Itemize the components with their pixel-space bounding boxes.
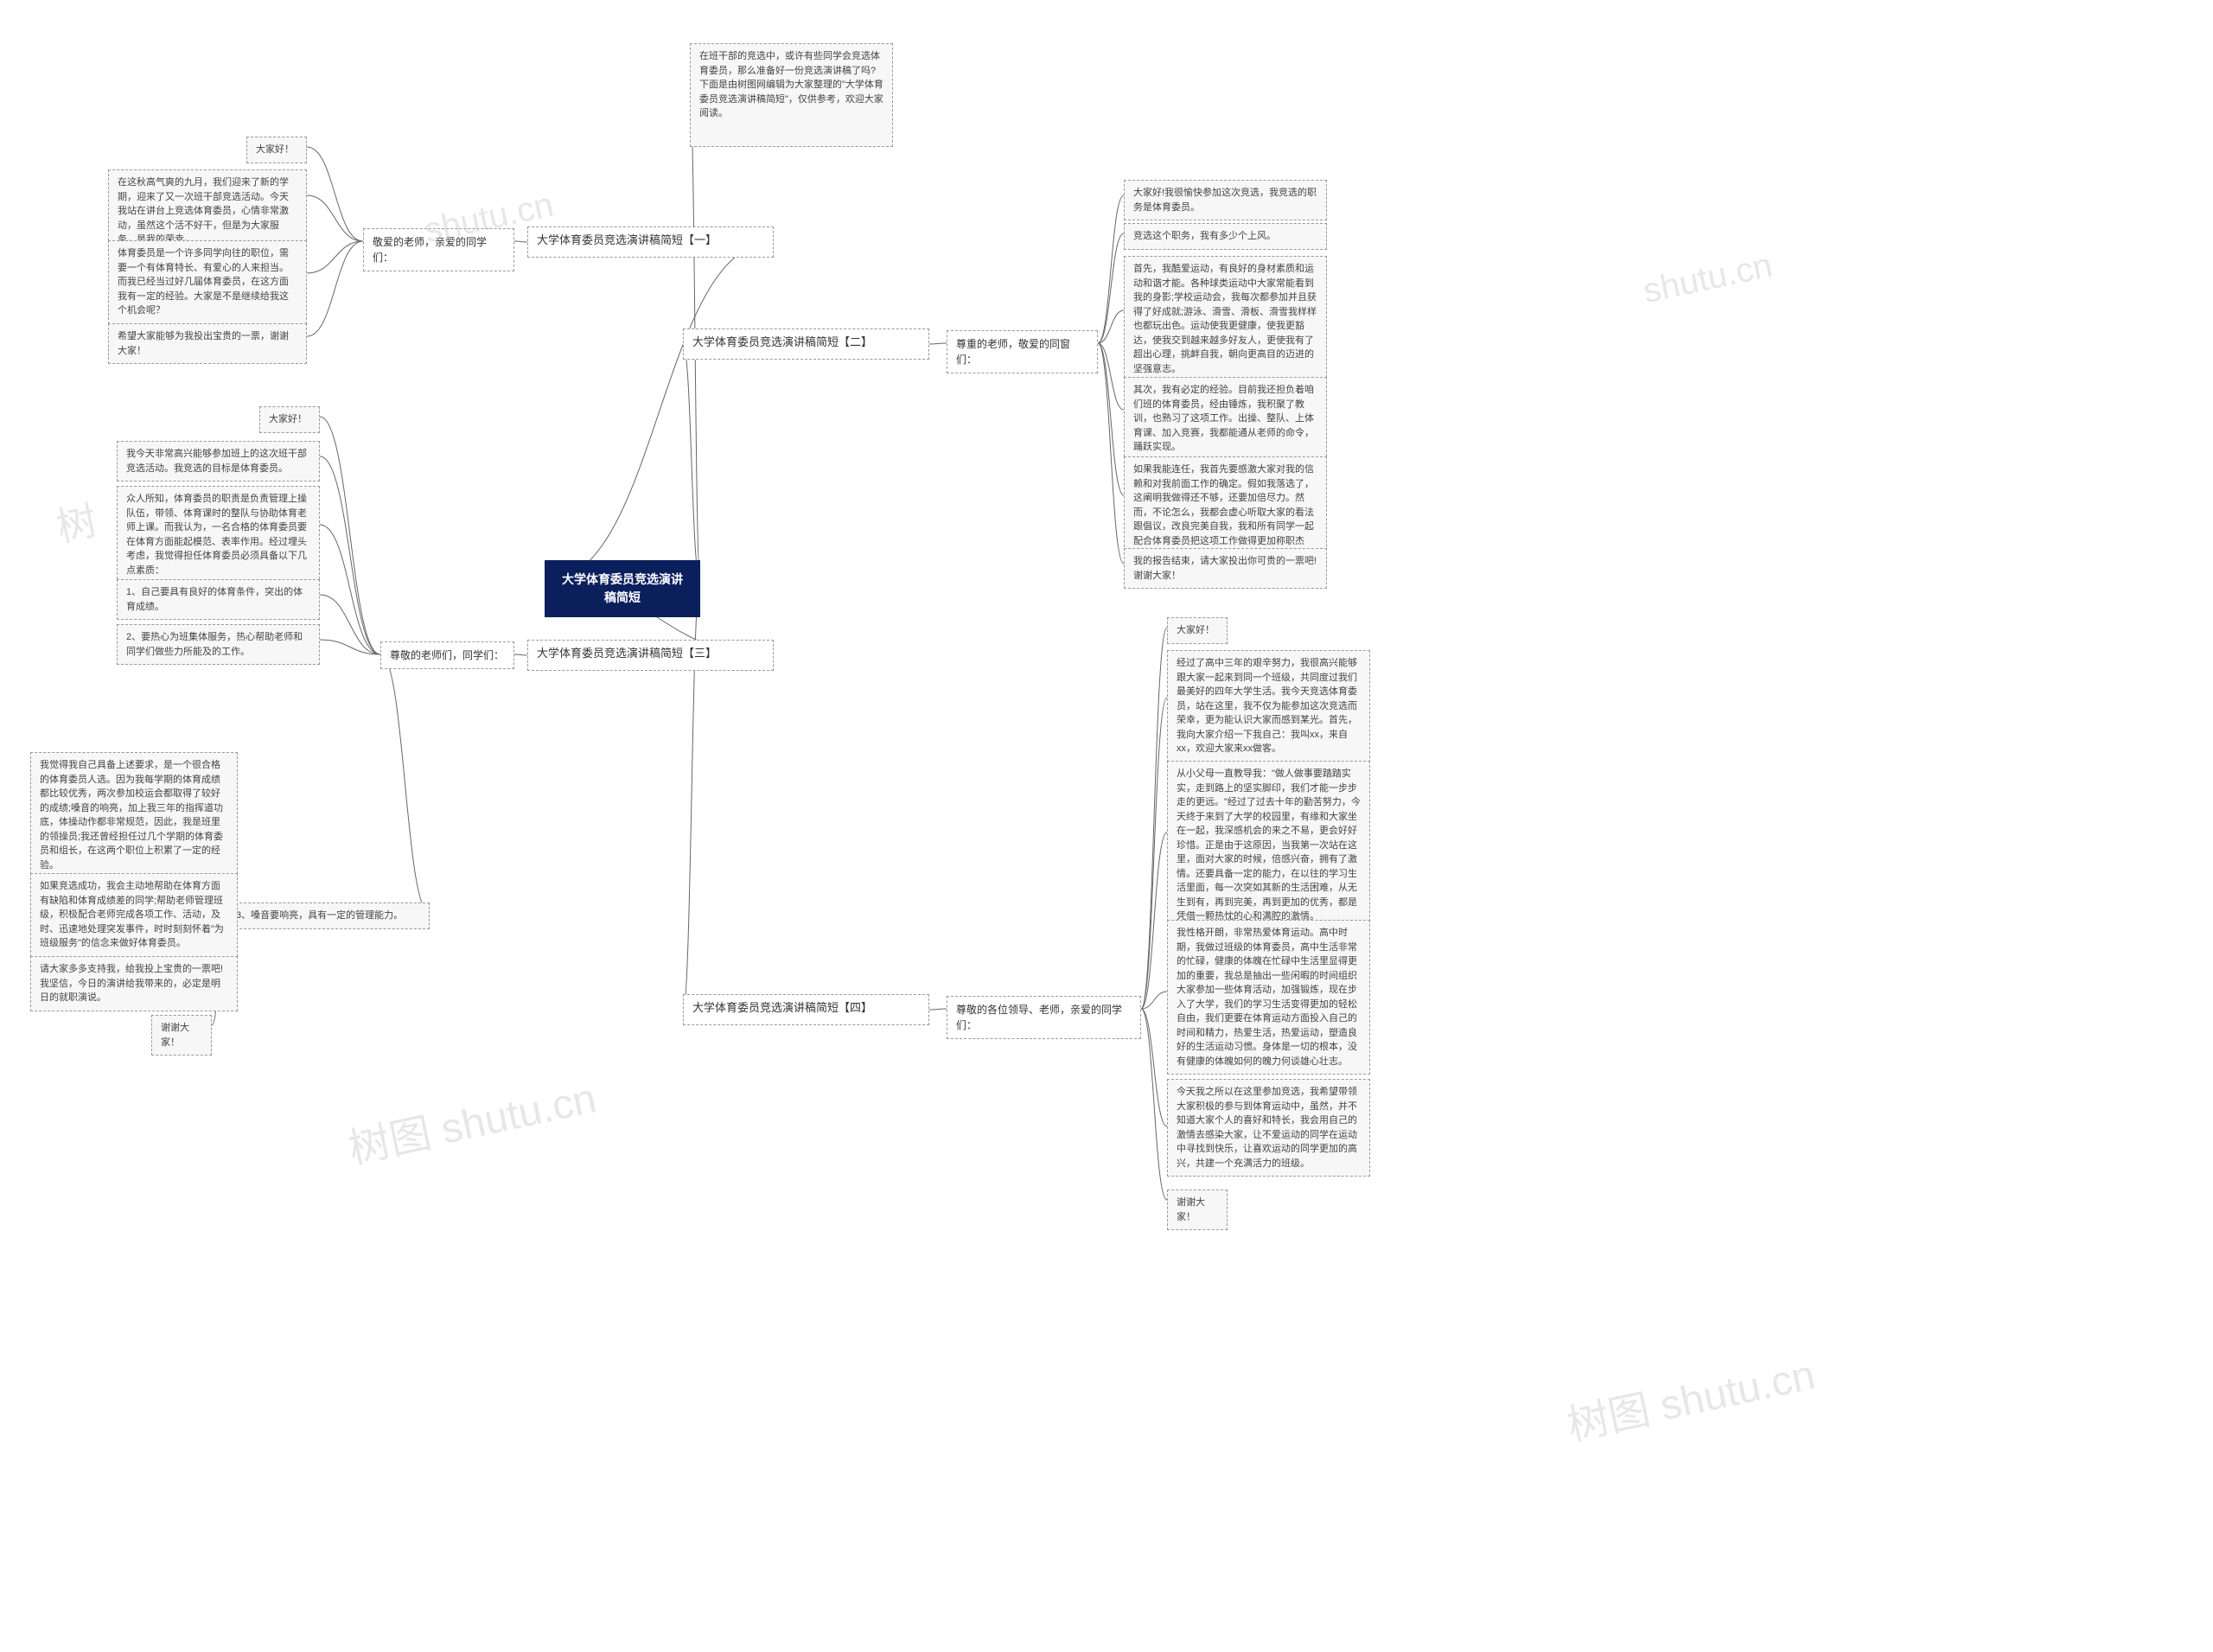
node-s2_3: 首先，我酷爱运动，有良好的身材素质和运动和谐才能。各种球类运动中大家常能看到我的… <box>1124 256 1327 382</box>
node-s1_4: 希望大家能够为我投出宝贵的一票，谢谢大家！ <box>108 323 307 364</box>
node-s4_4: 我性格开朗，非常热爱体育运动。高中时期，我做过班级的体育委员，高中生活非常的忙碌… <box>1167 920 1370 1075</box>
node-s2_2: 竞选这个职务，我有多少个上风。 <box>1124 223 1327 250</box>
connector <box>1141 1009 1167 1200</box>
node-s4_6: 谢谢大家！ <box>1167 1190 1228 1230</box>
connector <box>1098 233 1124 343</box>
node-s4: 大学体育委员竞选演讲稿简短【四】 <box>683 994 929 1025</box>
node-s1_sub: 敬爱的老师，亲爱的同学们： <box>363 228 514 271</box>
node-s1_3: 体育委员是一个许多同学向往的职位，需要一个有体育特长、有爱心的人来担当。而我已经… <box>108 240 307 324</box>
node-s3_6a: 我觉得我自己具备上述要求，是一个很合格的体育委员人选。因为我每学期的体育成绩都比… <box>30 752 238 878</box>
connector <box>307 241 363 336</box>
node-s2: 大学体育委员竞选演讲稿简短【二】 <box>683 328 929 360</box>
watermark: 树图 shutu.cn <box>1561 1341 1820 1452</box>
node-s3_6c: 请大家多多支持我，给我投上宝贵的一票吧!我坚信，今日的演讲给我带来的，必定是明日… <box>30 956 238 1011</box>
connector <box>1141 698 1167 1009</box>
watermark: 树图 shutu.cn <box>342 1064 601 1176</box>
node-s3_sub: 尊敬的老师们，同学们： <box>380 641 514 669</box>
node-s4_sub: 尊敬的各位领导、老师，亲爱的同学们： <box>947 996 1141 1039</box>
node-s4_1: 大家好！ <box>1167 617 1228 644</box>
connector <box>1098 310 1124 343</box>
connector <box>1098 195 1124 343</box>
connector <box>380 654 430 913</box>
connector <box>929 1009 947 1010</box>
connector <box>1141 832 1167 1009</box>
node-s3_1: 大家好！ <box>259 406 320 433</box>
node-s1: 大学体育委员竞选演讲稿简短【一】 <box>527 226 774 258</box>
connector <box>514 654 527 655</box>
connector <box>1141 1009 1167 1126</box>
watermark: 树 <box>51 489 102 553</box>
connector <box>545 242 774 582</box>
root-node: 大学体育委员竞选演讲稿简短 <box>545 560 700 617</box>
connector <box>1098 343 1124 495</box>
node-s3_3: 众人所知，体育委员的职责是负责管理上操队伍，带领、体育课时的整队与协助体育老师上… <box>117 486 320 584</box>
connector <box>320 417 380 654</box>
node-s3_5: 2、要热心为班集体服务，热心帮助老师和同学们做些力所能及的工作。 <box>117 624 320 665</box>
node-s3: 大学体育委员竞选演讲稿简短【三】 <box>527 640 774 671</box>
node-s2_sub: 尊重的老师，敬爱的同窗们： <box>947 330 1098 373</box>
watermark: shutu.cn <box>1640 246 1776 311</box>
node-s3_6b: 如果竞选成功，我会主动地帮助在体育方面有缺陷和体育成绩差的同学;帮助老师管理班级… <box>30 873 238 957</box>
connector <box>307 195 363 241</box>
node-s3_2: 我今天非常高兴能够参加班上的这次班干部竞选活动。我竞选的目标是体育委员。 <box>117 441 320 482</box>
node-s4_5: 今天我之所以在这里参加竞选，我希望带领大家积极的参与到体育运动中，虽然，并不知道… <box>1167 1079 1370 1177</box>
connector <box>320 456 380 654</box>
node-s3_6d: 谢谢大家！ <box>151 1015 212 1056</box>
node-s2_1: 大家好!我很愉快参加这次竞选，我竞选的职务是体育委员。 <box>1124 180 1327 220</box>
connector <box>307 147 363 241</box>
connector <box>320 640 380 654</box>
node-intro: 在班干部的竞选中，或许有些同学会竞选体育委员，那么准备好一份竞选演讲稿了吗?下面… <box>690 43 893 147</box>
node-s3_4: 1、自己要具有良好的体育条件，突出的体育成绩。 <box>117 579 320 620</box>
connector <box>320 525 380 654</box>
connectors-svg <box>0 0 2213 1652</box>
node-s4_2: 经过了高中三年的艰辛努力，我很高兴能够跟大家一起来到同一个班级，共同度过我们最美… <box>1167 650 1370 762</box>
node-s4_3: 从小父母一直教导我："做人做事要踏踏实实，走到路上的坚实脚印，我们才能一步步走的… <box>1167 761 1370 930</box>
connector <box>320 595 380 654</box>
connector <box>1098 343 1124 410</box>
node-s2_4: 其次，我有必定的经验。目前我还担负着咱们班的体育委员，经由锤炼，我积聚了教训，也… <box>1124 377 1327 461</box>
connector <box>1098 343 1124 564</box>
connector <box>307 241 363 273</box>
node-s2_6: 我的报告结束，请大家投出你可贵的一票吧!谢谢大家！ <box>1124 548 1327 589</box>
connector <box>929 343 947 344</box>
node-s1_1: 大家好！ <box>246 137 307 163</box>
connector <box>683 344 700 582</box>
connector <box>1141 992 1167 1009</box>
node-s3_6: 3、嗓音要响亮，具有一定的管理能力。 <box>226 903 430 929</box>
connector <box>514 241 527 242</box>
connector <box>1141 628 1167 1009</box>
